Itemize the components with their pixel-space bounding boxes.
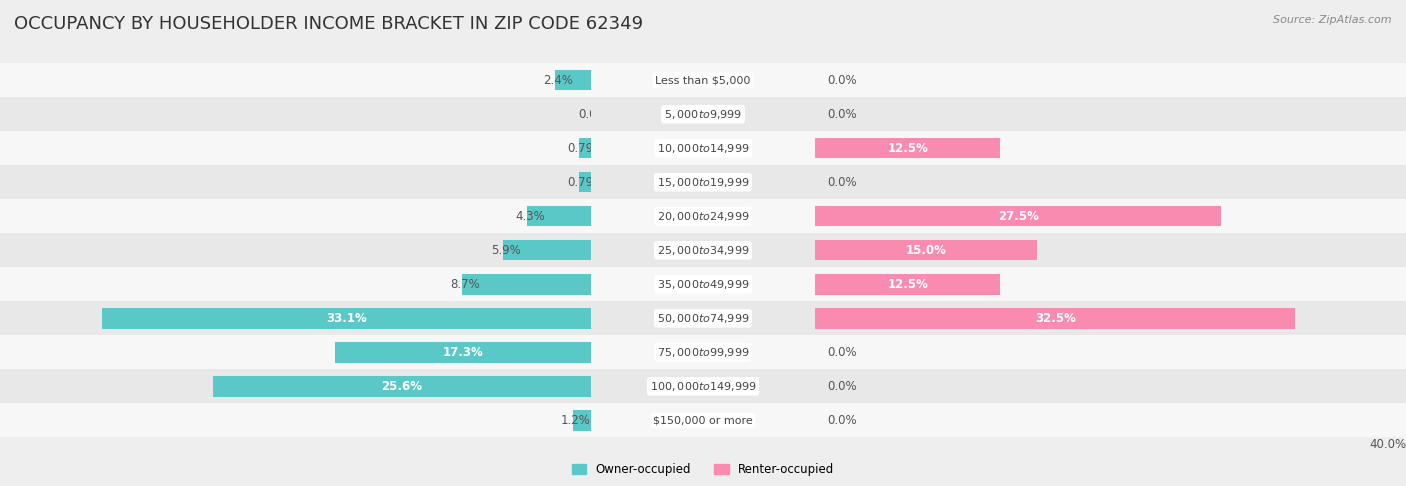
Text: $100,000 to $149,999: $100,000 to $149,999 <box>650 380 756 393</box>
Bar <box>572 410 591 431</box>
Bar <box>591 63 815 97</box>
Bar <box>591 199 815 233</box>
Text: 0.0%: 0.0% <box>827 176 856 189</box>
Bar <box>591 403 815 437</box>
Bar <box>815 335 1406 369</box>
Bar <box>591 131 815 165</box>
Text: OCCUPANCY BY HOUSEHOLDER INCOME BRACKET IN ZIP CODE 62349: OCCUPANCY BY HOUSEHOLDER INCOME BRACKET … <box>14 15 643 33</box>
Bar <box>0 199 591 233</box>
Text: 17.3%: 17.3% <box>443 346 484 359</box>
Bar <box>815 131 1406 165</box>
Bar <box>579 138 591 158</box>
Bar <box>815 138 1000 158</box>
Bar <box>555 70 591 90</box>
Bar <box>815 403 1406 437</box>
Bar <box>815 274 1000 295</box>
Bar <box>591 97 815 131</box>
Text: 0.0%: 0.0% <box>827 74 856 87</box>
Bar <box>815 199 1406 233</box>
Text: 0.0%: 0.0% <box>827 108 856 121</box>
Text: $5,000 to $9,999: $5,000 to $9,999 <box>664 108 742 121</box>
Text: 12.5%: 12.5% <box>887 142 928 155</box>
Bar <box>0 267 591 301</box>
Bar <box>0 403 591 437</box>
Bar <box>591 301 815 335</box>
Bar <box>591 267 815 301</box>
Text: 4.3%: 4.3% <box>515 210 546 223</box>
Text: 0.0%: 0.0% <box>827 380 856 393</box>
Bar <box>815 369 1406 403</box>
Bar <box>815 233 1406 267</box>
Text: 0.79%: 0.79% <box>567 142 605 155</box>
Text: 8.7%: 8.7% <box>450 278 479 291</box>
Text: 2.4%: 2.4% <box>543 74 574 87</box>
Bar <box>815 240 1038 260</box>
Text: Source: ZipAtlas.com: Source: ZipAtlas.com <box>1274 15 1392 25</box>
Text: 12.5%: 12.5% <box>887 278 928 291</box>
Text: $10,000 to $14,999: $10,000 to $14,999 <box>657 142 749 155</box>
Bar <box>815 97 1406 131</box>
Text: 5.9%: 5.9% <box>492 244 522 257</box>
Text: $25,000 to $34,999: $25,000 to $34,999 <box>657 244 749 257</box>
Text: 15.0%: 15.0% <box>905 244 946 257</box>
Bar <box>212 376 591 397</box>
Text: 33.1%: 33.1% <box>326 312 367 325</box>
Bar <box>0 335 591 369</box>
Bar <box>0 369 591 403</box>
Bar <box>815 206 1222 226</box>
Legend: Owner-occupied, Renter-occupied: Owner-occupied, Renter-occupied <box>567 458 839 481</box>
Bar <box>815 165 1406 199</box>
Text: 0.0%: 0.0% <box>827 346 856 359</box>
Bar <box>0 301 591 335</box>
Text: $20,000 to $24,999: $20,000 to $24,999 <box>657 210 749 223</box>
Bar <box>463 274 591 295</box>
Text: 32.5%: 32.5% <box>1035 312 1076 325</box>
Bar <box>591 233 815 267</box>
Bar <box>815 308 1295 329</box>
Text: $50,000 to $74,999: $50,000 to $74,999 <box>657 312 749 325</box>
Bar <box>591 335 815 369</box>
Text: 0.0%: 0.0% <box>579 108 609 121</box>
Bar <box>0 63 591 97</box>
Bar <box>335 342 591 363</box>
Bar <box>101 308 591 329</box>
Text: $35,000 to $49,999: $35,000 to $49,999 <box>657 278 749 291</box>
Bar <box>527 206 591 226</box>
Text: $75,000 to $99,999: $75,000 to $99,999 <box>657 346 749 359</box>
Bar <box>815 301 1406 335</box>
Bar <box>579 172 591 192</box>
Bar <box>503 240 591 260</box>
Text: 27.5%: 27.5% <box>998 210 1039 223</box>
Bar <box>591 165 815 199</box>
Bar <box>0 131 591 165</box>
Bar <box>0 233 591 267</box>
Bar <box>0 97 591 131</box>
Text: 0.79%: 0.79% <box>567 176 605 189</box>
Bar <box>591 369 815 403</box>
Text: $15,000 to $19,999: $15,000 to $19,999 <box>657 176 749 189</box>
Text: 25.6%: 25.6% <box>381 380 422 393</box>
Bar <box>815 267 1406 301</box>
Bar <box>815 63 1406 97</box>
Text: 40.0%: 40.0% <box>1369 438 1406 451</box>
Text: Less than $5,000: Less than $5,000 <box>655 75 751 85</box>
Text: $150,000 or more: $150,000 or more <box>654 416 752 425</box>
Bar <box>0 165 591 199</box>
Text: 0.0%: 0.0% <box>827 414 856 427</box>
Text: 1.2%: 1.2% <box>561 414 591 427</box>
